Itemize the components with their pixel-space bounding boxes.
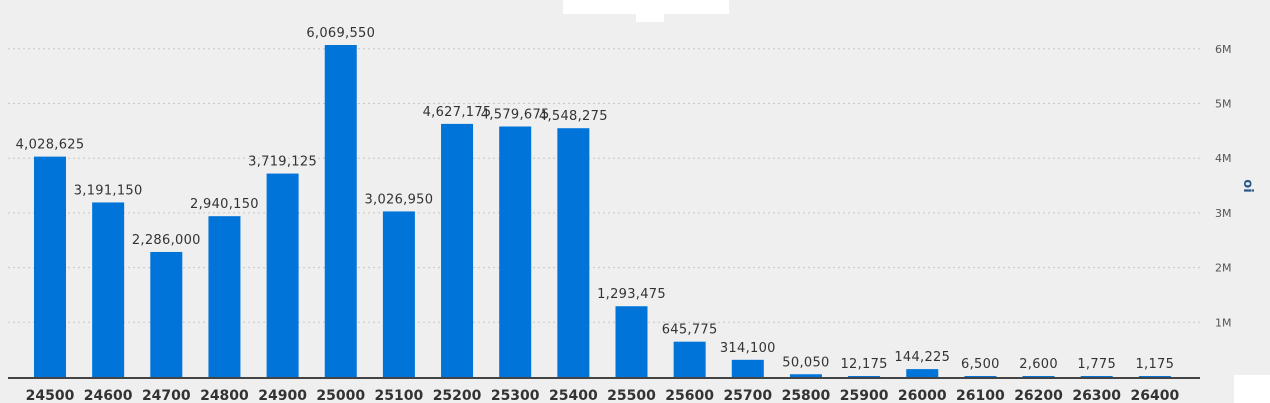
y-axis-label: oi [1240, 179, 1255, 192]
bar[interactable] [499, 126, 532, 377]
bar[interactable] [1022, 376, 1055, 377]
y-tick-layer: 1M 2M 3M 4M 5M 6M [1215, 43, 1232, 329]
data-label: 3,191,150 [74, 183, 143, 198]
x-tick-label: 25200 [433, 388, 482, 403]
bar[interactable] [382, 211, 415, 377]
bar[interactable] [848, 376, 881, 377]
data-label: 2,600 [1019, 357, 1058, 372]
x-tick-label: 25500 [607, 388, 656, 403]
data-label: 645,775 [662, 323, 718, 338]
y-tick-label: 2M [1215, 262, 1232, 275]
top-tab-notch [636, 14, 664, 22]
data-label: 4,579,675 [481, 107, 550, 122]
bar[interactable] [266, 173, 299, 377]
x-tick-label: 24700 [142, 388, 191, 403]
bar[interactable] [1080, 376, 1113, 377]
data-label: 1,175 [1135, 357, 1174, 372]
bar[interactable] [789, 374, 822, 377]
x-tick-label: 24600 [84, 388, 133, 403]
x-tick-label: 25100 [375, 388, 424, 403]
x-tick-label: 24500 [26, 388, 75, 403]
x-tick-label: 24800 [200, 388, 249, 403]
data-label: 6,069,550 [306, 26, 375, 41]
data-label: 6,500 [961, 357, 1000, 372]
data-label: 2,286,000 [132, 233, 201, 248]
data-label: 144,225 [894, 350, 950, 365]
x-tick-label: 25000 [316, 388, 365, 403]
bar[interactable] [964, 376, 997, 377]
bar[interactable] [1138, 376, 1171, 377]
bar[interactable] [557, 128, 590, 377]
x-tick-label: 26300 [1072, 388, 1121, 403]
data-label: 1,775 [1077, 357, 1116, 372]
x-tick-label: 25800 [782, 388, 831, 403]
x-tick-label: 24900 [258, 388, 307, 403]
x-tick-layer: 24500 24600 24700 24800 24900 25000 25100 25200… [26, 388, 1180, 403]
data-label: 3,719,125 [248, 155, 317, 170]
bar[interactable] [673, 341, 706, 377]
y-tick-label: 1M [1215, 316, 1232, 329]
top-tab [563, 0, 729, 14]
data-label: 4,548,275 [539, 109, 608, 124]
y-tick-label: 4M [1215, 152, 1232, 165]
bar[interactable] [441, 123, 474, 377]
data-label: 314,100 [720, 341, 776, 356]
y-tick-label: 3M [1215, 207, 1232, 220]
y-tick-label: 6M [1215, 43, 1232, 56]
data-label: 4,028,625 [16, 138, 85, 153]
x-tick-label: 25900 [840, 388, 889, 403]
x-tick-label: 26100 [956, 388, 1005, 403]
bar[interactable] [92, 202, 125, 377]
data-label: 12,175 [840, 357, 887, 372]
data-label-layer: 4,028,625 3,191,150 2,286,000 2,940,150 3,71… [16, 26, 1174, 372]
bar-layer [34, 44, 1171, 378]
bar[interactable] [34, 156, 66, 377]
x-tick-label: 26400 [1130, 388, 1179, 403]
x-tick-label: 25400 [549, 388, 598, 403]
x-tick-label: 25600 [665, 388, 714, 403]
y-tick-label: 5M [1215, 98, 1232, 111]
bar[interactable] [906, 369, 939, 377]
bar[interactable] [150, 251, 183, 377]
data-label: 1,293,475 [597, 287, 666, 302]
data-label: 50,050 [782, 355, 829, 370]
bar[interactable] [324, 44, 357, 378]
x-tick-label: 26000 [898, 388, 947, 403]
data-label: 3,026,950 [364, 192, 433, 207]
bar[interactable] [731, 359, 764, 377]
x-tick-label: 25300 [491, 388, 540, 403]
data-label: 4,627,175 [423, 105, 492, 120]
x-tick-label: 25700 [723, 388, 772, 403]
data-label: 2,940,150 [190, 197, 259, 212]
corner-box [1234, 375, 1270, 403]
bar[interactable] [615, 306, 648, 377]
x-tick-label: 26200 [1014, 388, 1063, 403]
grid-layer [8, 48, 1200, 323]
bar[interactable] [208, 216, 241, 377]
